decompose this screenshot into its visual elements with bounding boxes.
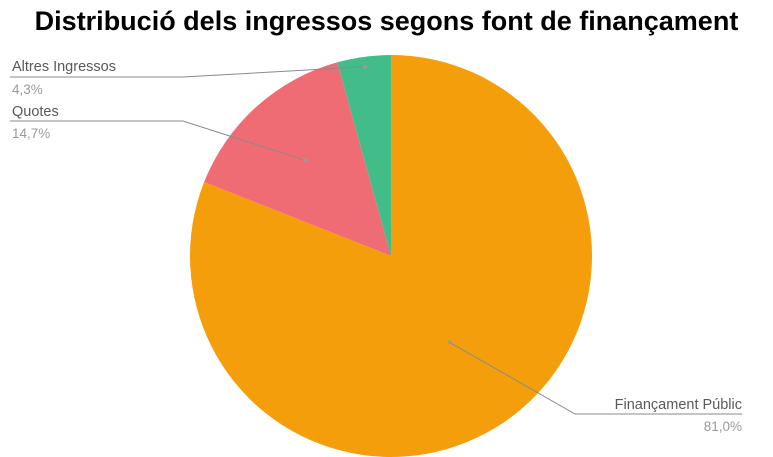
leader-line	[449, 341, 742, 415]
leader-line	[10, 66, 366, 78]
slice-label: Quotes	[12, 104, 59, 120]
slice-label: Altres Ingressos	[12, 59, 116, 75]
pie-slice-finan-ament-p-blic	[189, 55, 592, 457]
slice-label: Finançament Públic	[615, 397, 742, 413]
pie-slice-quotes	[204, 62, 391, 256]
leader-dot	[363, 64, 368, 69]
pie-labels: Finançament Públic 81,0% Quotes 14,7% Altres…	[10, 59, 742, 434]
pie-slices	[189, 55, 592, 457]
slice-value-label: 4,3%	[12, 82, 43, 97]
leader-dot	[447, 340, 452, 345]
chart-title: Distribució dels ingressos segons font d…	[34, 6, 739, 36]
pie-slice-altres-ingressos	[337, 55, 391, 256]
leader-dot	[303, 158, 307, 163]
leader-line	[10, 120, 306, 161]
slice-value-label: 81,0%	[704, 419, 742, 434]
slice-value-label: 14,7%	[12, 126, 50, 141]
